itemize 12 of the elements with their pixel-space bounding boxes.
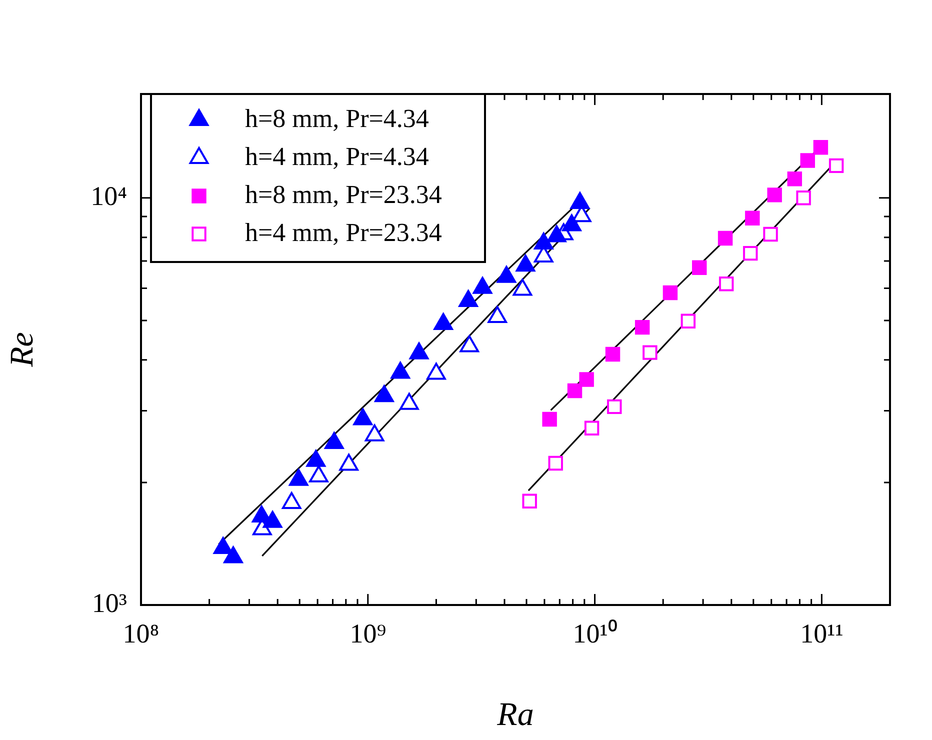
x-tick-label: 10¹⁰ [572,618,617,648]
legend-label: h=8 mm, Pr=23.34 [245,180,442,209]
x-tick-label: 10⁹ [350,618,386,648]
legend-label: h=8 mm, Pr=4.34 [245,104,429,133]
legend-label: h=4 mm, Pr=4.34 [245,142,429,171]
y-axis-title: Re [4,332,40,368]
x-tick-label: 10¹¹ [800,618,844,648]
y-tick-label: 10⁴ [90,181,127,212]
x-tick-label: 10⁸ [122,618,160,648]
x-axis-title: Ra [496,696,534,733]
y-tick-label: 10³ [92,588,127,618]
legend-label: h=4 mm, Pr=23.34 [245,218,442,247]
